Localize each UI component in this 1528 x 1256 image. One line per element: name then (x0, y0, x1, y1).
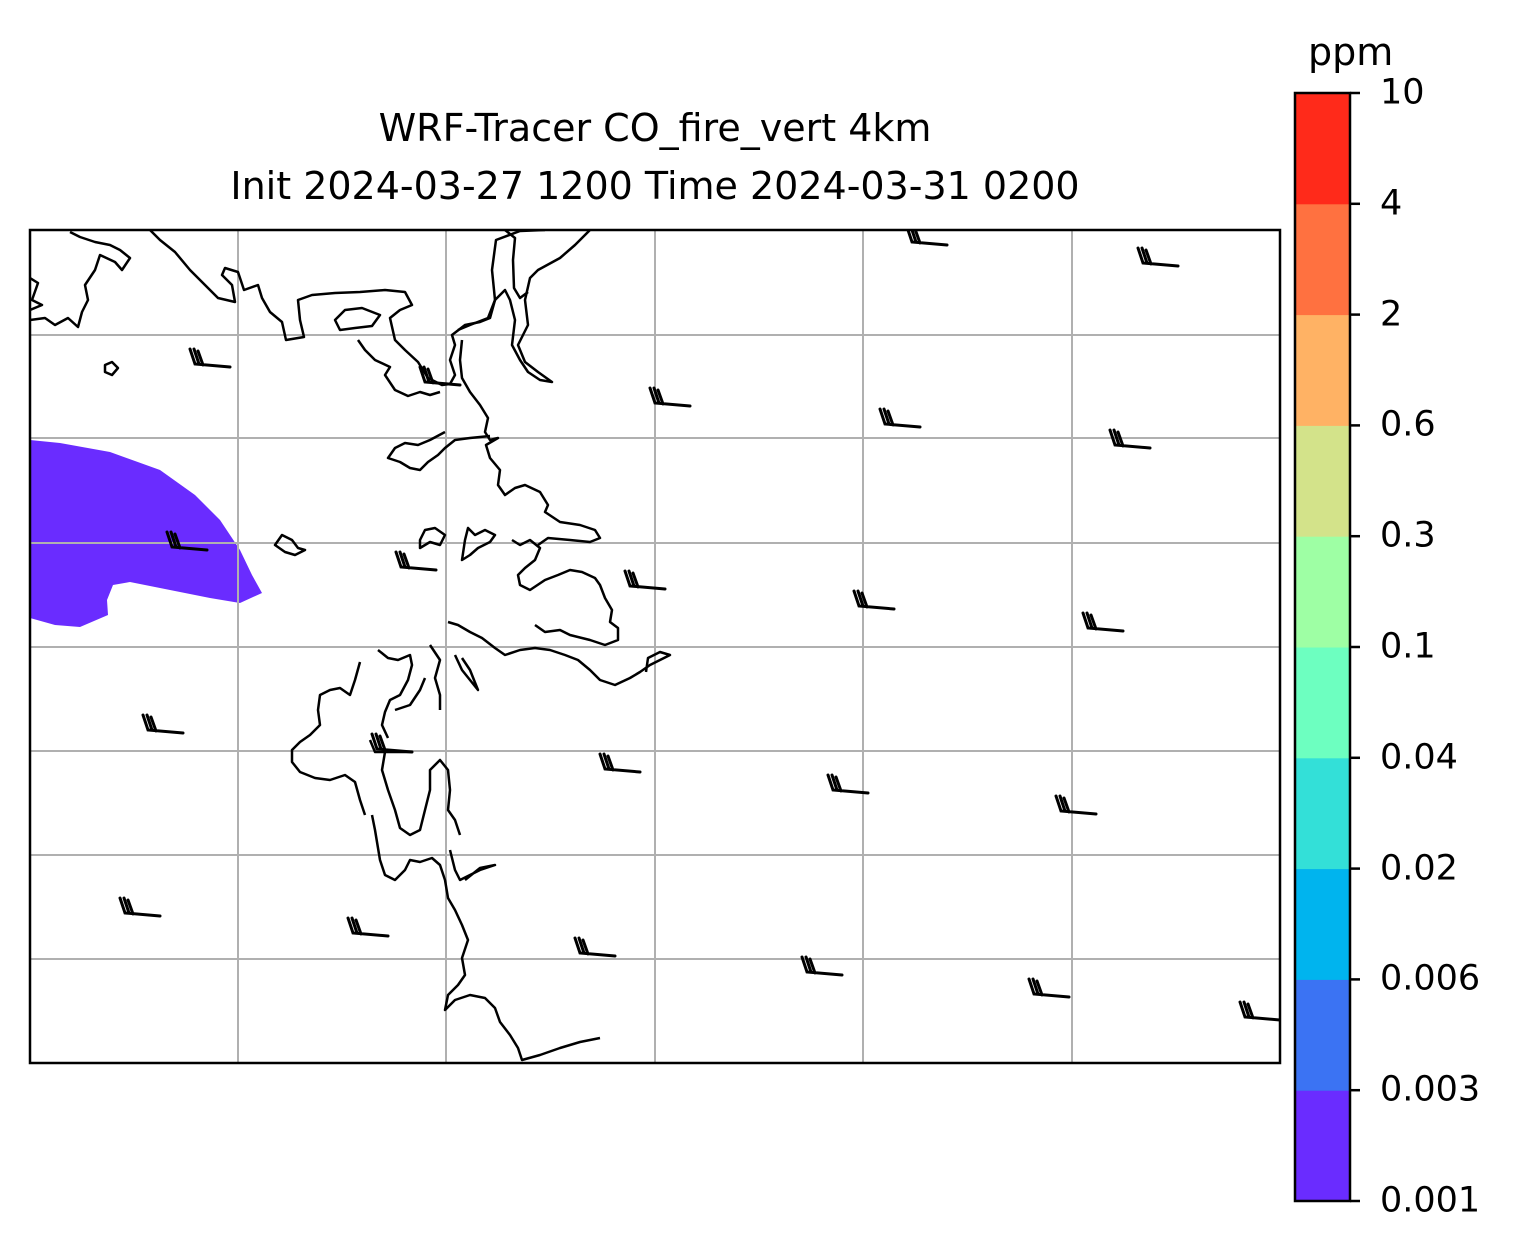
colorbar-segment (1295, 425, 1350, 537)
colorbar-tick-label: 0.003 (1380, 1069, 1481, 1110)
colorbar-segment (1295, 203, 1350, 316)
wind-barb (598, 752, 642, 774)
wind-barb (573, 936, 617, 958)
wind-barb (826, 773, 870, 795)
colorbar-tick-label: 0.001 (1380, 1180, 1481, 1221)
wind-barb (346, 916, 390, 938)
wind-barb (852, 589, 896, 611)
colorbar-tick-label: 0.04 (1380, 737, 1458, 778)
wind-barb (800, 955, 844, 977)
wind-barb (878, 407, 922, 429)
colorbar-tick-label: 0.1 (1380, 626, 1436, 667)
colorbar-segment (1295, 314, 1350, 426)
wind-barb (1027, 977, 1071, 999)
map-subtitle: Init 2024-03-27 1200 Time 2024-03-31 020… (230, 164, 1080, 208)
wind-barb (1081, 611, 1125, 633)
wind-barb (1054, 794, 1098, 816)
wind-barb (141, 713, 185, 735)
colorbar-segment (1295, 757, 1350, 870)
wind-barb (165, 530, 209, 552)
colorbar-tick-label: 4 (1380, 183, 1403, 224)
map-title: WRF-Tracer CO_fire_vert 4km (378, 106, 932, 150)
colorbar-segment (1295, 536, 1350, 648)
wind-barb (1238, 1000, 1280, 1022)
wind-barb (418, 365, 462, 387)
wind-barb (370, 732, 414, 754)
colorbar-tick-label: 0.02 (1380, 848, 1458, 889)
wind-barbs (118, 230, 1280, 1022)
colorbar-tick-label: 0.6 (1380, 404, 1436, 445)
wind-barb (1136, 246, 1180, 268)
wind-barb (394, 550, 438, 572)
wind-barb (118, 896, 162, 918)
colorbar-segment (1295, 1090, 1350, 1202)
wind-barb (188, 347, 232, 369)
wind-barb (906, 230, 949, 247)
colorbar-tick-label: 2 (1380, 294, 1403, 335)
wind-barb (1108, 428, 1152, 450)
tracer-plume (30, 440, 262, 627)
wind-barb (623, 569, 667, 591)
colorbar-tick-label: 0.3 (1380, 515, 1436, 556)
coastlines (30, 230, 672, 1062)
colorbar-segment (1295, 979, 1350, 1091)
colorbar (1293, 91, 1360, 1203)
colorbar-tick-label: 0.006 (1380, 958, 1481, 999)
wind-barb (648, 386, 692, 408)
map-frame (28, 228, 1282, 1065)
map-gridlines (30, 230, 1280, 1063)
colorbar-tick-label: 10 (1380, 72, 1425, 113)
colorbar-segment (1295, 868, 1350, 980)
colorbar-segment (1295, 93, 1350, 205)
colorbar-segment (1295, 647, 1350, 759)
colorbar-unit: ppm (1308, 30, 1394, 74)
